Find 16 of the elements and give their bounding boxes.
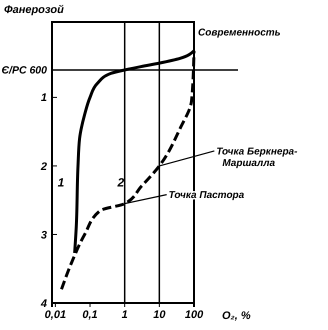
y-tick-label: 3 xyxy=(40,229,47,242)
ref-line-label: Є/PC 600 xyxy=(2,64,48,77)
x-axis-title: O₂, % xyxy=(222,310,251,322)
y-tick-label: 4 xyxy=(40,298,47,310)
y-tick-label: 1 xyxy=(40,92,47,104)
series-label: 1 xyxy=(58,176,65,190)
y-tick-label: 2 xyxy=(40,160,47,173)
x-tick-label: 0,01 xyxy=(44,308,66,321)
y-axis-title: Фанерозой xyxy=(4,4,64,16)
x-tick-label: 100 xyxy=(184,308,204,321)
annotation: Точка Беркнера-Маршалла xyxy=(216,146,298,169)
x-tick-label: 0,1 xyxy=(82,308,98,321)
annotation: Современность xyxy=(198,27,281,38)
x-tick-label: 10 xyxy=(153,308,166,321)
x-tick-label: 1 xyxy=(122,308,128,321)
series-label: 2 xyxy=(116,176,125,190)
